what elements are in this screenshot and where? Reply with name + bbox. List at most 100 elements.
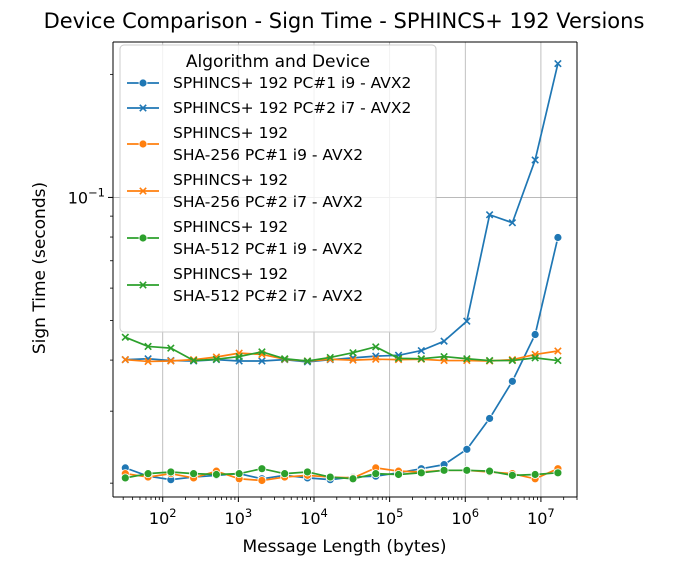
data-point	[394, 470, 403, 479]
data-point	[348, 474, 358, 484]
data-point	[554, 59, 562, 68]
data-point	[303, 357, 312, 365]
legend-marker	[139, 104, 147, 112]
legend-entry: SPHINCS+ 192 SHA-256 PC#1 i9 - AVX2	[127, 124, 363, 164]
x-tick-label: 103	[225, 506, 253, 528]
chart-title: Device Comparison - Sign Time - SPHINCS+…	[44, 9, 645, 33]
data-point	[280, 469, 290, 479]
data-point	[371, 469, 381, 479]
x-tick-label-base: 10	[149, 509, 169, 528]
data-point	[257, 464, 267, 474]
legend-label: SPHINCS+ 192	[173, 265, 288, 283]
series-layer	[120, 59, 563, 485]
legend-title: Algorithm and Device	[186, 52, 370, 72]
x-tick-label-base: 10	[451, 509, 471, 528]
legend-entry: SPHINCS+ 192 PC#2 i7 - AVX2	[127, 99, 411, 117]
data-point	[394, 354, 403, 363]
series-4	[121, 347, 562, 366]
data-point	[257, 476, 267, 485]
x-tick-label-base: 10	[527, 509, 547, 528]
data-point	[189, 356, 198, 365]
x-tick-label-base: 10	[300, 509, 320, 528]
data-point	[371, 343, 380, 351]
data-point	[462, 465, 472, 475]
data-point	[416, 468, 426, 478]
legend-label: SPHINCS+ 192 PC#2 i7 - AVX2	[173, 99, 411, 117]
legend-label: SPHINCS+ 192 PC#1 i9 - AVX2	[173, 74, 411, 92]
data-point	[121, 355, 130, 364]
legend-label: SPHINCS+ 192	[173, 218, 288, 236]
x-tick-label-exp: 3	[245, 506, 252, 520]
data-point	[530, 470, 540, 479]
data-point	[531, 354, 539, 362]
legend-entry: SPHINCS+ 192 SHA-512 PC#2 i7 - AVX2	[127, 265, 363, 305]
data-point	[121, 333, 130, 341]
x-tick-label-exp: 4	[321, 506, 328, 520]
data-point	[211, 470, 221, 479]
data-point	[508, 356, 517, 365]
x-tick-label-exp: 7	[547, 506, 554, 520]
x-tick-label-exp: 5	[396, 506, 403, 520]
data-point	[349, 356, 357, 364]
data-point	[530, 330, 540, 339]
x-tick-label-exp: 2	[169, 506, 176, 520]
data-point	[167, 344, 175, 352]
data-point	[553, 468, 563, 478]
legend-label: SHA-256 PC#2 i7 - AVX2	[173, 193, 363, 211]
x-tick-label-exp: 6	[472, 506, 479, 520]
legend-entry: SPHINCS+ 192 SHA-256 PC#2 i7 - AVX2	[127, 171, 363, 211]
data-point	[258, 348, 266, 356]
data-point	[303, 467, 312, 477]
data-point	[280, 355, 289, 363]
data-point	[326, 353, 334, 362]
x-tick-label-base: 10	[376, 509, 396, 528]
legend-label: SHA-256 PC#1 i9 - AVX2	[173, 146, 363, 164]
series-6	[121, 333, 562, 365]
y-tick-label-base: 10	[68, 188, 88, 207]
data-point	[554, 356, 562, 365]
x-tick-label: 106	[451, 506, 479, 528]
x-tick-label: 104	[300, 506, 328, 528]
legend-box	[119, 44, 437, 333]
y-tick-label-exp: −1	[88, 185, 105, 199]
legend-marker	[138, 139, 148, 149]
data-point	[485, 414, 495, 423]
data-point	[417, 355, 426, 363]
data-point	[167, 357, 175, 365]
x-axis-label: Message Length (bytes)	[242, 537, 446, 557]
x-tick-label: 107	[527, 506, 555, 528]
data-point	[439, 465, 449, 475]
plot-frame	[112, 41, 578, 498]
data-point	[462, 444, 472, 454]
legend: Algorithm and Device SPHINCS+ 192 PC#1 i9…	[119, 44, 437, 333]
legend-label: SHA-512 PC#1 i9 - AVX2	[173, 240, 363, 258]
data-point	[144, 357, 152, 366]
legend-marker	[139, 187, 147, 195]
data-point	[258, 357, 266, 365]
data-point	[440, 352, 448, 361]
data-point	[531, 156, 539, 164]
data-point	[143, 469, 153, 479]
data-point	[144, 342, 152, 351]
data-point	[189, 469, 199, 479]
series-line	[124, 336, 559, 362]
data-point	[485, 210, 494, 219]
legend-entry: SPHINCS+ 192 SHA-512 PC#1 i9 - AVX2	[127, 218, 363, 258]
legend-entry: SPHINCS+ 192 PC#1 i9 - AVX2	[127, 74, 411, 92]
data-point	[120, 473, 130, 483]
x-tick-label: 102	[149, 506, 177, 528]
series-5	[120, 464, 563, 484]
legend-marker	[138, 233, 148, 243]
y-axis-label: Sign Time (seconds)	[30, 182, 50, 354]
legend-label: SPHINCS+ 192	[173, 124, 288, 142]
data-point	[166, 467, 176, 477]
x-tick-label: 105	[376, 506, 404, 528]
data-point	[440, 337, 448, 345]
data-point	[507, 376, 517, 386]
data-point	[463, 355, 471, 363]
legend-label: SHA-512 PC#2 i7 - AVX2	[173, 287, 363, 305]
data-point	[235, 352, 243, 361]
data-point	[485, 466, 495, 476]
